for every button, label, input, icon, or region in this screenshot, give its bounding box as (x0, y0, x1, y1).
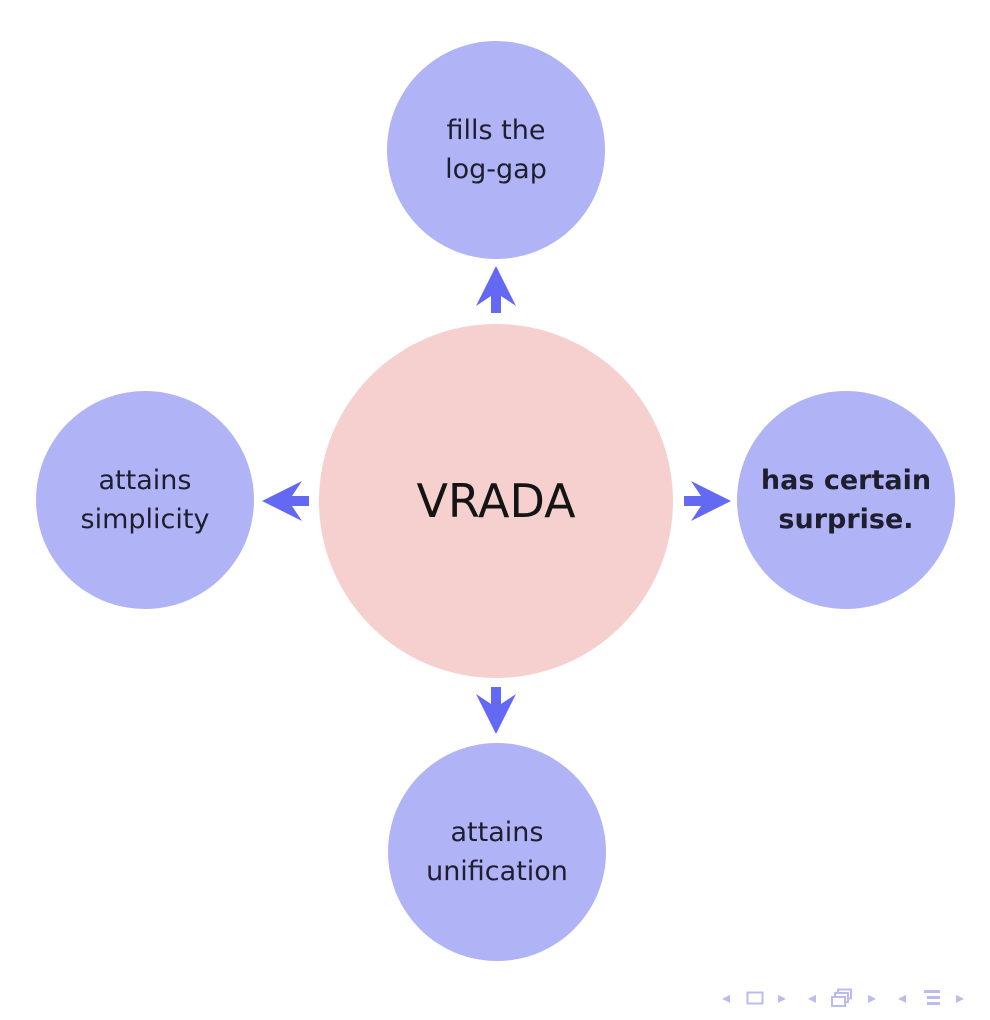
arrow-right-icon (684, 481, 731, 521)
section-icon[interactable] (922, 988, 942, 1008)
navigation-bar: ◂ ▸ ◂ ▸ ◂ ▸ (718, 986, 990, 1010)
arrow-left-icon (262, 481, 309, 521)
arrow-down-icon (476, 687, 516, 734)
node-fills-the-log-gap: fills the log-gap (387, 41, 605, 259)
node-label-line1: attains (450, 817, 544, 848)
node-label-line2: unification (426, 856, 568, 887)
center-node-vrada: VRADA (319, 324, 673, 678)
node-label-line2: surprise. (778, 504, 914, 535)
center-label: VRADA (416, 474, 576, 528)
node-label-line2: log-gap (445, 154, 547, 185)
node-attains-unification: attains unification (388, 743, 606, 961)
frame-icon[interactable] (746, 991, 764, 1005)
triangle-left-icon[interactable]: ◂ (808, 988, 817, 1007)
triangle-right-icon[interactable]: ▸ (956, 988, 965, 1007)
node-label-line1: has certain (760, 465, 932, 496)
triangle-right-icon[interactable]: ▸ (868, 988, 877, 1007)
subsection-icon[interactable] (830, 988, 854, 1008)
triangle-left-icon[interactable]: ◂ (722, 988, 731, 1007)
triangle-right-icon[interactable]: ▸ (778, 988, 787, 1007)
node-has-certain-surprise: has certain surprise. (737, 391, 955, 609)
node-label-line2: simplicity (80, 504, 210, 535)
triangle-left-icon[interactable]: ◂ (898, 988, 907, 1007)
arrow-up-icon (476, 266, 516, 313)
node-label-line1: attains (98, 465, 192, 496)
node-label-line1: fills the (446, 115, 546, 146)
node-attains-simplicity: attains simplicity (36, 391, 254, 609)
